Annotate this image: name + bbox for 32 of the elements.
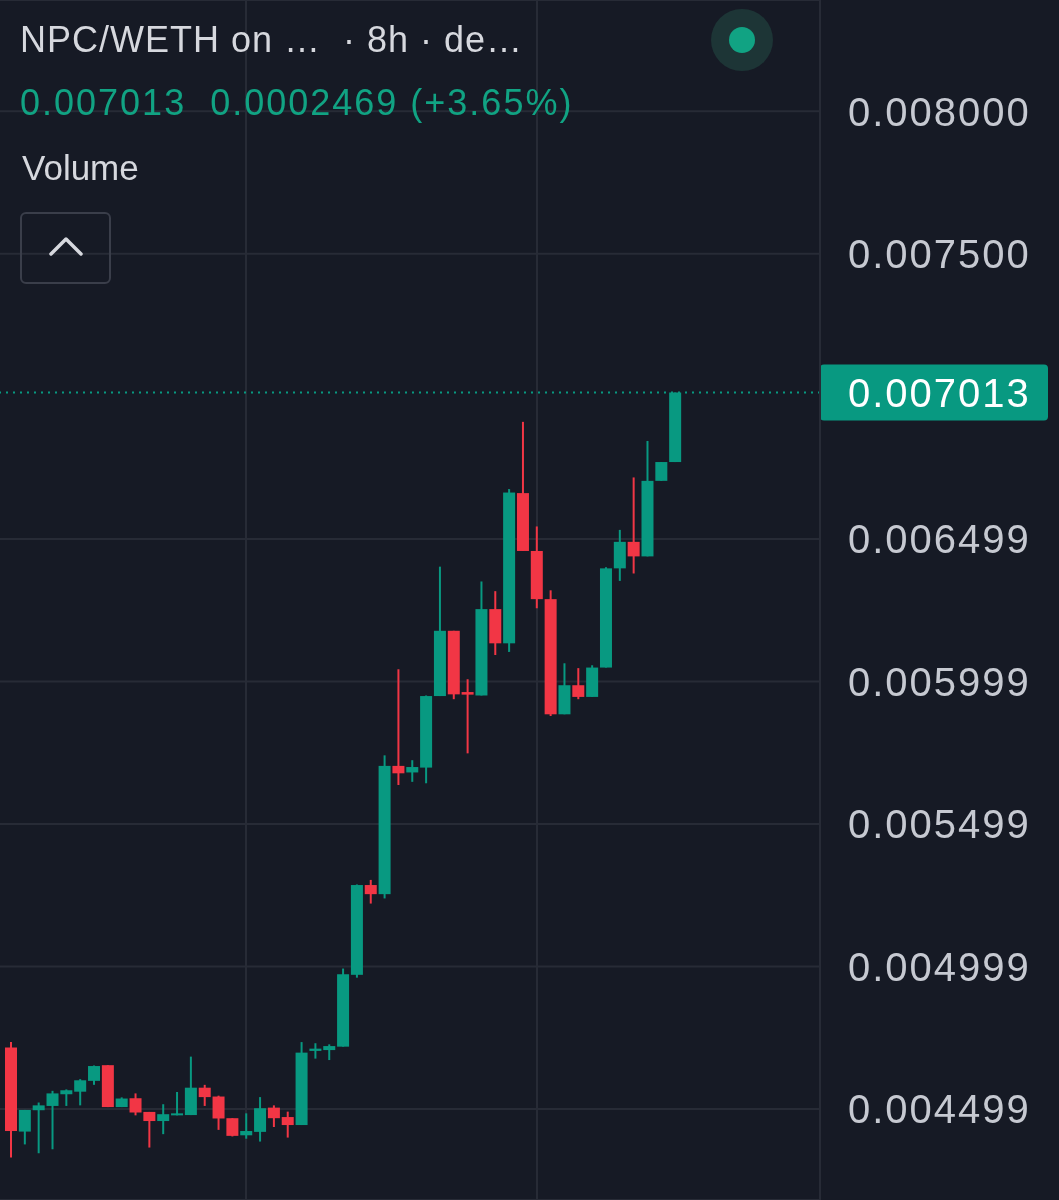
candlestick: [32, 1101, 45, 1155]
candlestick: [129, 1092, 142, 1117]
candlestick: [364, 878, 377, 905]
y-tick-label: 0.005499: [848, 802, 1031, 847]
annotation: Volume: [22, 147, 139, 189]
candlestick: [461, 678, 474, 755]
y-tick-label: 0.004999: [848, 944, 1031, 989]
candlestick: [392, 668, 405, 786]
candlestick: [406, 759, 419, 783]
y-tick-label: 0.006499: [848, 517, 1031, 562]
candlestick: [171, 1090, 184, 1117]
candlestick: [281, 1110, 294, 1139]
candlestick: [88, 1064, 101, 1086]
candlestick: [572, 667, 585, 701]
y-tick-label: 0.005999: [848, 659, 1031, 704]
y-tick-label: 0.004499: [848, 1087, 1031, 1132]
candlestick: [74, 1078, 87, 1107]
text: NPC/WETH on … · 8h · de…: [20, 18, 524, 62]
candlestick: [655, 461, 668, 482]
candlestick: [254, 1096, 267, 1143]
y-tick-label: 0.007500: [848, 232, 1031, 277]
candlestick: [198, 1083, 211, 1107]
candlestick: [240, 1112, 253, 1140]
candlestick: [267, 1104, 280, 1129]
candlestick: [627, 476, 640, 575]
candlestick: [18, 1108, 31, 1146]
y-tick-label: 0.008000: [848, 89, 1031, 134]
text: 0.007013 0.0002469 (+3.65%): [20, 81, 574, 125]
ref-line-label: 0.007013: [848, 370, 1031, 415]
candlestick: [143, 1110, 156, 1149]
candlestick: [212, 1094, 225, 1131]
candlestick: [157, 1103, 170, 1136]
